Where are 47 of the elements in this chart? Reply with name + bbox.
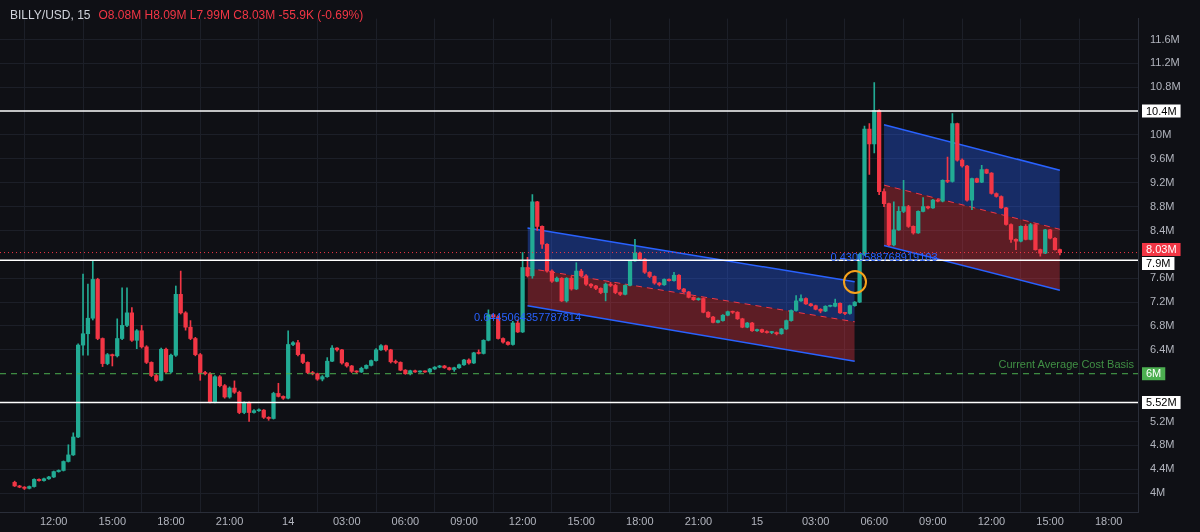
x-tick-label: 06:00 — [391, 515, 420, 528]
x-tick-label: 09:00 — [450, 515, 478, 528]
y-tick-label: 8.4M — [1150, 223, 1175, 236]
y-tick-label: 8.8M — [1150, 199, 1175, 212]
y-tick-label: 4.4M — [1150, 462, 1175, 475]
x-tick-label: 18:00 — [626, 515, 654, 528]
y-tick-label: 7.6M — [1150, 271, 1175, 284]
y-tick-label: 6.8M — [1150, 319, 1175, 332]
ref-line-label: 10.4M — [1146, 104, 1177, 117]
y-tick-label: 7.2M — [1150, 295, 1175, 308]
ref-line-label: 6M — [1146, 367, 1162, 380]
x-tick-label: 18:00 — [157, 515, 185, 528]
candlestick — [80, 273, 86, 356]
x-tick-label: 14 — [282, 515, 295, 528]
candlestick — [417, 370, 423, 373]
x-tick-label: 03:00 — [801, 515, 830, 528]
x-tick-label: 12:00 — [39, 515, 68, 528]
ref-line-label: 5.52M — [1146, 395, 1177, 408]
y-tick-label: 11.6M — [1150, 32, 1180, 45]
candlestick — [85, 283, 91, 356]
y-tick-label: 5.2M — [1150, 414, 1175, 427]
y-tick-label: 6.4M — [1150, 342, 1175, 355]
annotation: Current Average Cost Basis — [998, 358, 1135, 371]
ref-line-label: 7.9M — [1146, 256, 1171, 269]
y-tick-label: 9.6M — [1150, 151, 1175, 164]
y-tick-label: 4M — [1150, 486, 1166, 499]
x-tick-label: 09:00 — [919, 515, 947, 528]
x-tick-label: 21:00 — [684, 515, 713, 528]
y-tick-label: 11.2M — [1150, 56, 1180, 69]
x-tick-label: 18:00 — [1094, 515, 1123, 528]
x-tick-label: 21:00 — [215, 515, 244, 528]
y-tick-label: 4.8M — [1150, 438, 1175, 451]
ref-line-label: 8.03M — [1146, 242, 1177, 255]
chart-title: BILLY/USD, 15 — [10, 8, 91, 22]
chart-subtitle: O8.08M H8.09M L7.99M C8.03M -55.9K (-0.69%) — [98, 8, 364, 22]
y-tick-label: 10.8M — [1150, 80, 1181, 93]
x-tick-label: 06:00 — [860, 515, 889, 528]
x-tick-label: 03:00 — [333, 515, 361, 528]
x-tick-label: 15:00 — [1036, 515, 1064, 528]
candlestick — [422, 370, 428, 373]
x-tick-label: 15:00 — [98, 515, 127, 528]
y-tick-label: 9.2M — [1150, 175, 1175, 188]
x-tick-label: 12:00 — [508, 515, 537, 528]
x-tick-label: 12:00 — [977, 515, 1006, 528]
x-tick-label: 15:00 — [567, 515, 595, 528]
y-tick-label: 10M — [1150, 128, 1172, 141]
x-tick-label: 15 — [750, 515, 764, 528]
